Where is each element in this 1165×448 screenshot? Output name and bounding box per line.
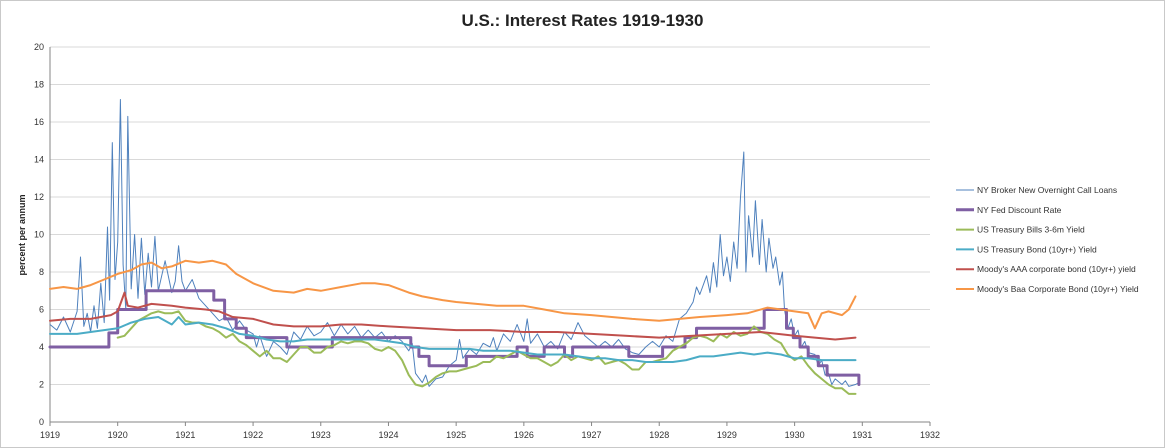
x-tick-label: 1919 [40, 430, 60, 440]
x-tick-label: 1925 [446, 430, 466, 440]
legend: NY Broker New Overnight Call Loans NY Fed… [956, 185, 1139, 294]
y-tick-label: 0 [39, 417, 44, 427]
legend-entry-4: Moody's AAA corporate bond (10yr+) yield [977, 264, 1136, 274]
x-tick-label: 1926 [514, 430, 534, 440]
y-tick-label: 20 [34, 42, 44, 52]
gridlines [50, 46, 930, 385]
x-tick-label: 1931 [852, 430, 872, 440]
y-tick-label: 16 [34, 117, 44, 127]
y-tick-label: 18 [34, 80, 44, 90]
y-tick-label: 14 [34, 155, 44, 165]
axes: 0 2 4 6 8 10 12 14 16 18 20 1919 1920 1921 1922 1923 192… [34, 42, 940, 440]
y-tick-label: 2 [39, 380, 44, 390]
x-tick-label: 1927 [582, 430, 602, 440]
legend-entry-0: NY Broker New Overnight Call Loans [977, 185, 1117, 195]
x-tick-label: 1923 [311, 430, 331, 440]
y-axis-label: percent per annum [17, 194, 27, 275]
x-tick-label: 1920 [108, 430, 128, 440]
x-tick-label: 1924 [378, 430, 398, 440]
series-line-0 [49, 99, 860, 387]
x-tick-label: 1930 [785, 430, 805, 440]
chart-title: U.S.: Interest Rates 1919-1930 [461, 11, 704, 30]
x-tick-label: 1922 [243, 430, 263, 440]
series-line-4 [49, 291, 857, 341]
series-line-3 [49, 316, 857, 363]
y-tick-label: 8 [39, 267, 44, 277]
series-line-5 [49, 259, 857, 330]
legend-entry-2: US Treasury Bills 3-6m Yield [977, 225, 1085, 235]
y-tick-label: 6 [39, 305, 44, 315]
legend-entry-1: NY Fed Discount Rate [977, 205, 1062, 215]
x-tick-label: 1929 [717, 430, 737, 440]
legend-entry-5: Moody's Baa Corporate Bond (10yr+) Yield [977, 284, 1139, 294]
x-tick-label: 1928 [649, 430, 669, 440]
y-tick-label: 10 [34, 230, 44, 240]
x-tick-label: 1932 [920, 430, 940, 440]
legend-entry-3: US Treasury Bond (10yr+) Yield [977, 244, 1097, 254]
y-tick-label: 12 [34, 192, 44, 202]
y-tick-label: 4 [39, 342, 44, 352]
series-lines [48, 99, 861, 395]
x-tick-label: 1921 [175, 430, 195, 440]
